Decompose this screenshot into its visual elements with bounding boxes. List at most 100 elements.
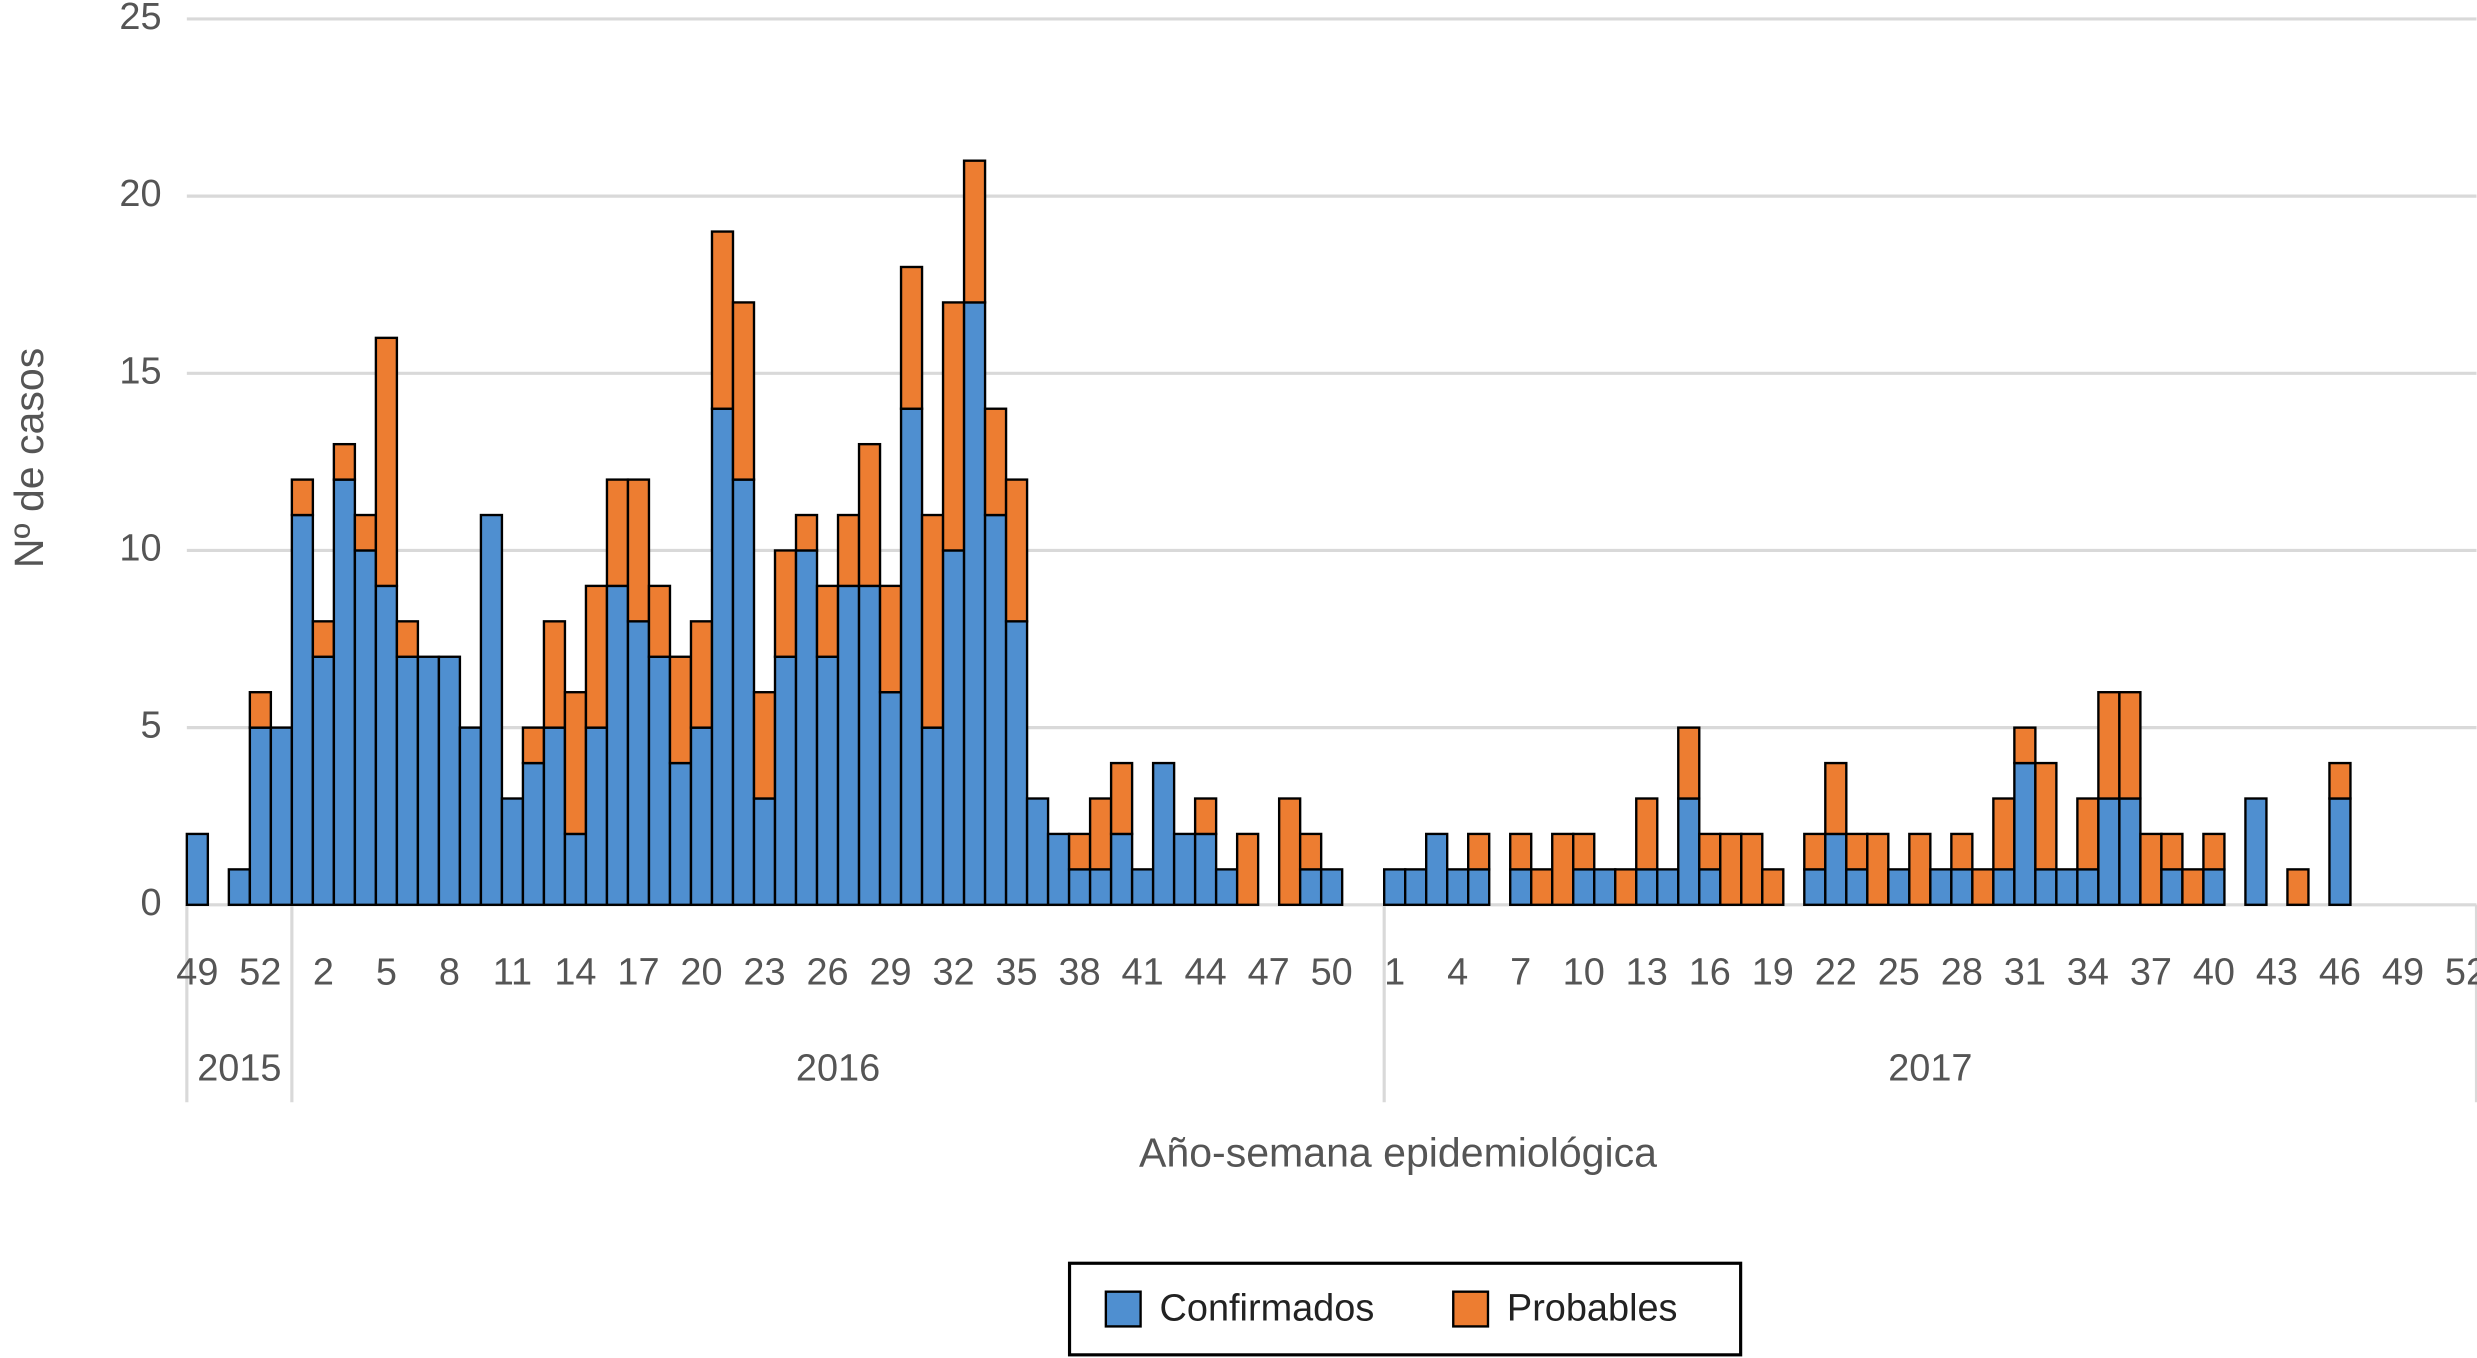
x-tick-label: 14	[554, 951, 596, 993]
bar-segment	[1698, 868, 1722, 906]
bar-segment	[2286, 868, 2310, 906]
bar-segment	[731, 478, 756, 906]
bar-segment	[668, 761, 693, 906]
bar-segment	[311, 655, 336, 906]
legend-label: Confirmados	[1160, 1288, 1375, 1330]
legend-label: Probables	[1507, 1288, 1678, 1330]
x-tick-label: 32	[932, 951, 974, 993]
bar-segment	[1845, 832, 1869, 871]
bar-segment	[2013, 726, 2037, 765]
bar-segment	[1992, 797, 2016, 871]
x-tick-label: 16	[1689, 951, 1731, 993]
x-tick-label: 38	[1059, 951, 1101, 993]
bar-segment	[941, 301, 966, 552]
x-tick-label: 20	[680, 951, 722, 993]
x-tick-label: 1	[1384, 951, 1405, 993]
x-tick-label: 50	[1311, 951, 1353, 993]
bar-segment	[878, 691, 903, 906]
bar-segment	[500, 797, 525, 906]
bar-segment	[2202, 868, 2226, 906]
bar-segment	[1382, 868, 1407, 906]
y-tick-label: 5	[140, 705, 161, 747]
bar-segment	[1845, 868, 1869, 906]
bar-segment	[878, 584, 903, 694]
bar-segment	[731, 301, 756, 481]
bar-segment	[983, 513, 1008, 906]
bar-segment	[899, 265, 924, 410]
bar-segment	[605, 478, 630, 588]
bar-segment	[1635, 797, 1659, 871]
x-tick-label: 37	[2130, 951, 2172, 993]
x-tick-label: 17	[617, 951, 659, 993]
bar-segment	[353, 513, 378, 552]
y-tick-label: 20	[119, 173, 161, 215]
bar-segment	[1614, 868, 1638, 906]
x-tick-label: 2	[313, 951, 334, 993]
x-tick-label: 22	[1815, 951, 1857, 993]
bar-segment	[1509, 832, 1533, 871]
bar-segment	[1109, 832, 1134, 906]
bar-segment	[1950, 832, 1974, 871]
x-tick-label: 43	[2256, 951, 2298, 993]
bar-segment	[1761, 868, 1785, 906]
bar-segment	[2118, 691, 2142, 800]
bar-segment	[542, 620, 567, 729]
bar-segment	[857, 442, 882, 588]
bar-segment	[563, 832, 588, 906]
bar-segment	[626, 478, 651, 623]
bar-segment	[2013, 761, 2037, 906]
bar-segment	[1509, 868, 1533, 906]
x-tick-label: 5	[376, 951, 397, 993]
bar-segment	[1067, 832, 1092, 871]
bar-segment	[1824, 832, 1848, 906]
bar-segment	[2034, 868, 2058, 906]
bar-segment	[2118, 797, 2142, 906]
bar-segment	[1172, 832, 1197, 906]
bar-segment	[1151, 761, 1176, 906]
bar-segment	[941, 549, 966, 906]
x-tick-label: 49	[2382, 951, 2424, 993]
bar-segment	[857, 584, 882, 906]
x-tick-label: 41	[1122, 951, 1164, 993]
bar-segment	[563, 691, 588, 836]
bar-segment	[836, 584, 861, 906]
bar-segment	[1740, 832, 1764, 906]
bar-segment	[647, 584, 672, 658]
bar-segment	[1277, 797, 1302, 906]
bar-segment	[1193, 797, 1218, 836]
bar-segment	[2181, 868, 2205, 906]
bar-segment	[395, 655, 420, 906]
bar-segment	[626, 620, 651, 906]
bar-segment	[836, 513, 861, 588]
bar-segment	[710, 230, 735, 410]
y-tick-label: 0	[140, 882, 161, 924]
bar-segment	[1109, 761, 1134, 836]
bar-segment	[1803, 868, 1827, 906]
bar-segment	[815, 584, 840, 658]
bar-segment	[290, 478, 315, 517]
legend: Confirmados Probables	[1067, 1261, 1743, 1357]
bar-segment	[1677, 726, 1701, 800]
bar-segment	[1971, 868, 1995, 906]
bar-segment	[689, 620, 714, 729]
x-tick-label: 34	[2067, 951, 2109, 993]
bar-segment	[2139, 832, 2163, 906]
bar-segment	[2076, 868, 2100, 906]
x-tick-label: 31	[2004, 951, 2046, 993]
legend-swatch	[1104, 1290, 1142, 1328]
bar-segment	[2034, 761, 2058, 871]
year-label: 2015	[197, 1048, 281, 1090]
bar-segment	[332, 442, 357, 481]
bar-segment	[584, 726, 609, 906]
bar-segment	[668, 655, 693, 765]
bar-segment	[2328, 761, 2352, 800]
x-tick-label: 19	[1752, 951, 1794, 993]
x-axis-title: Año-semana epidemiológica	[1139, 1130, 1657, 1176]
bar-segment	[1130, 868, 1155, 906]
bar-segment	[983, 407, 1008, 517]
x-tick-label: 7	[1510, 951, 1531, 993]
bar-segment	[1698, 832, 1722, 871]
x-tick-label: 40	[2193, 951, 2235, 993]
x-tick-label: 35	[996, 951, 1038, 993]
bar-segment	[290, 513, 315, 906]
